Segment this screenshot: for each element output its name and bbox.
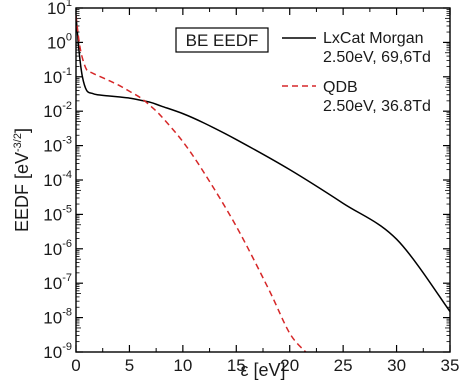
x-tick-label: 20 [280, 356, 299, 375]
x-tick-label: 15 [227, 356, 246, 375]
y-tick-label: 10-7 [43, 272, 72, 293]
x-tick-label: 30 [387, 356, 406, 375]
series-line-morgan [76, 15, 450, 312]
x-tick-label: 5 [125, 356, 134, 375]
x-tick-label: 0 [71, 356, 80, 375]
y-axis-title-main: EEDF [eV [12, 152, 32, 232]
y-tick-label: 10-9 [43, 341, 72, 362]
annotation-box: BE EEDF [175, 27, 269, 53]
y-tick-label: 10-8 [43, 307, 72, 328]
y-axis-title-suffix: ] [12, 128, 32, 133]
series-line-qdb [76, 15, 307, 352]
legend-label-morgan: LxCat Morgan [323, 30, 424, 47]
y-tick-label: 10-2 [43, 100, 72, 121]
series-layer [76, 15, 450, 352]
y-tick-label: 10-1 [43, 66, 72, 87]
legend-sublabel-morgan: 2.50eV, 69,6Td [323, 49, 431, 66]
y-axis-title-exponent: -3/2 [12, 133, 24, 152]
legend-label-qdb: QDB [323, 79, 358, 96]
y-tick-label: 10-5 [43, 203, 72, 224]
x-tick-label: 10 [173, 356, 192, 375]
y-tick-label: 10-3 [43, 135, 72, 156]
legend: LxCat Morgan 2.50eV, 69,6Td QDB 2.50eV, … [282, 30, 431, 115]
x-axis-title: ε [eV] [240, 360, 285, 380]
x-tick-label: 25 [334, 356, 353, 375]
annotation-label: BE EEDF [186, 31, 259, 50]
plot-frame [75, 7, 451, 353]
y-axis-title: EEDF [eV-3/2] [12, 128, 32, 232]
annotation-frame [175, 27, 269, 53]
x-tick-label: 35 [441, 356, 460, 375]
y-tick-label: 10-4 [43, 169, 72, 190]
legend-sublabel-qdb: 2.50eV, 36.8Td [323, 98, 431, 115]
y-tick-label: 10-6 [43, 238, 72, 259]
y-tick-label: 101 [47, 0, 72, 18]
y-tick-label: 100 [47, 31, 72, 52]
